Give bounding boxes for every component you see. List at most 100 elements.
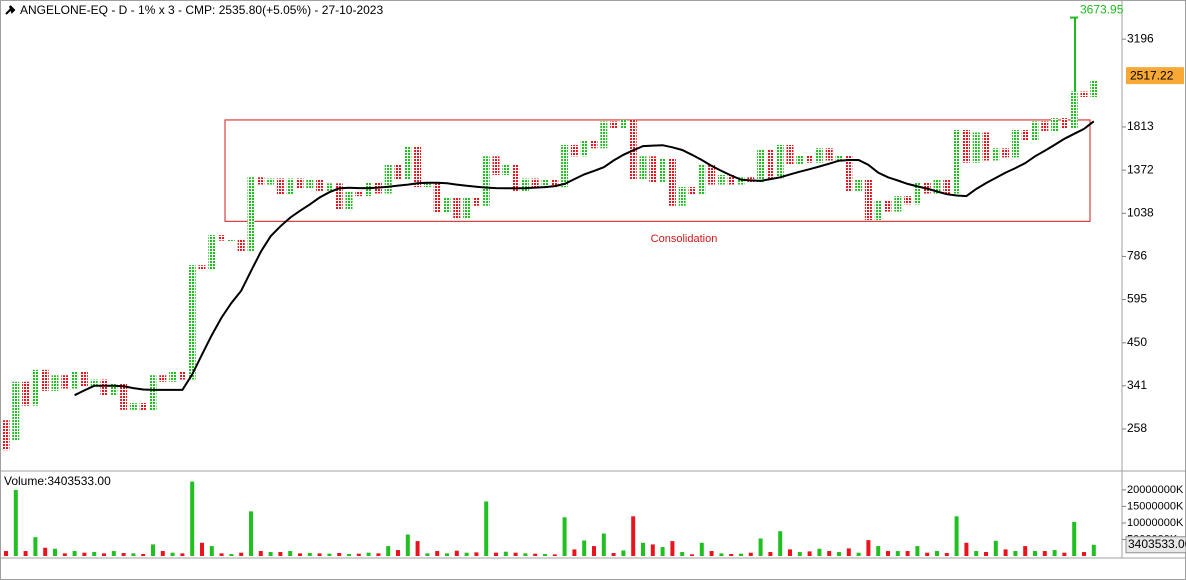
volume-bar — [396, 550, 400, 556]
o-column — [806, 155, 814, 163]
x-column — [423, 183, 431, 188]
volume-bar — [856, 552, 861, 556]
volume-bar — [131, 553, 136, 556]
o-column — [1021, 129, 1029, 141]
moving-average — [74, 120, 1095, 397]
x-column — [757, 149, 765, 183]
volume-bar — [249, 511, 253, 556]
o-column — [1080, 91, 1088, 97]
x-column — [855, 179, 863, 191]
volume-bar — [337, 553, 342, 556]
volume-marker-box — [1125, 536, 1186, 554]
x-column — [110, 383, 118, 396]
x-column — [463, 197, 471, 220]
x-column — [482, 156, 490, 206]
volume-bar — [62, 553, 67, 556]
volume-bar — [356, 553, 361, 556]
volume-bar — [631, 516, 636, 556]
volume-bar — [572, 549, 577, 556]
volume-bar — [141, 554, 146, 556]
last-price-box — [1126, 67, 1184, 85]
o-column — [1041, 121, 1049, 132]
x-column — [267, 178, 275, 185]
volume-bar — [190, 481, 195, 556]
o-column — [943, 179, 951, 194]
o-column — [962, 129, 970, 163]
o-column — [982, 132, 990, 161]
volume-bar — [121, 553, 126, 556]
o-column — [590, 139, 598, 149]
volume-bar — [111, 551, 116, 556]
volume-bar — [239, 552, 244, 556]
volume-bar — [709, 551, 714, 556]
volume-bar — [807, 551, 812, 556]
o-column — [610, 121, 618, 129]
o-column — [551, 179, 559, 188]
volume-bar — [43, 547, 48, 556]
o-column — [904, 196, 912, 205]
x-column — [90, 379, 98, 387]
volume-bar — [915, 546, 920, 556]
volume-bar — [268, 552, 273, 556]
o-column — [492, 156, 500, 175]
peak-label: 3673.95 — [1080, 3, 1124, 17]
volume-bar — [699, 542, 704, 556]
volume-bar — [484, 501, 489, 556]
volume-bar — [1091, 544, 1096, 556]
volume-bar — [405, 534, 410, 556]
volume-bar — [278, 552, 283, 556]
x-column — [953, 129, 961, 194]
x-column — [1051, 118, 1059, 132]
x-column — [600, 121, 608, 149]
o-column — [237, 238, 245, 252]
o-column — [61, 375, 69, 389]
volume-bar — [513, 552, 518, 556]
y-tick-label: 341 — [1127, 378, 1147, 392]
annotation-box — [224, 119, 1091, 222]
wrench-icon — [5, 5, 16, 15]
y-tick-label: 1813 — [1127, 119, 1154, 133]
x-column — [404, 146, 412, 180]
o-column — [668, 158, 676, 206]
volume-bar — [641, 542, 645, 556]
x-column — [639, 156, 647, 180]
volume-bar — [562, 517, 567, 556]
volume-bar — [4, 551, 8, 556]
o-column — [316, 179, 324, 191]
x-column — [992, 148, 1000, 161]
volume-bar — [347, 554, 351, 556]
volume-bar — [219, 553, 224, 556]
volume-bar — [601, 533, 606, 556]
x-column — [286, 178, 294, 195]
volume-bar — [366, 552, 371, 556]
x-column — [521, 178, 529, 191]
x-column — [502, 164, 510, 175]
volume-bar — [523, 553, 528, 556]
x-column — [12, 381, 20, 441]
o-column — [100, 379, 108, 396]
o-column — [1002, 148, 1010, 158]
volume-bar — [670, 541, 675, 556]
volume-title: Volume:3403533.00 — [4, 474, 111, 488]
x-column — [698, 164, 706, 195]
volume-bar — [376, 553, 381, 556]
volume-bar — [552, 554, 557, 556]
volume-bar — [102, 553, 106, 556]
volume-bar — [435, 551, 440, 556]
annotation-label: Consolidation — [651, 233, 718, 245]
volume-bar — [797, 552, 802, 556]
volume-bar — [13, 489, 18, 556]
volume-bar — [543, 554, 547, 556]
volume-bar — [660, 547, 665, 556]
y-tick-label: 3196 — [1127, 31, 1154, 45]
x-column — [149, 375, 157, 411]
volume-bar — [964, 542, 969, 556]
o-column — [512, 164, 520, 191]
volume-bar — [768, 552, 773, 556]
volume-bar — [827, 551, 832, 556]
x-column — [1011, 129, 1019, 158]
volume-bar — [92, 552, 97, 556]
volume-bar — [464, 552, 469, 556]
o-column — [120, 383, 128, 410]
volume-bar — [582, 540, 587, 556]
